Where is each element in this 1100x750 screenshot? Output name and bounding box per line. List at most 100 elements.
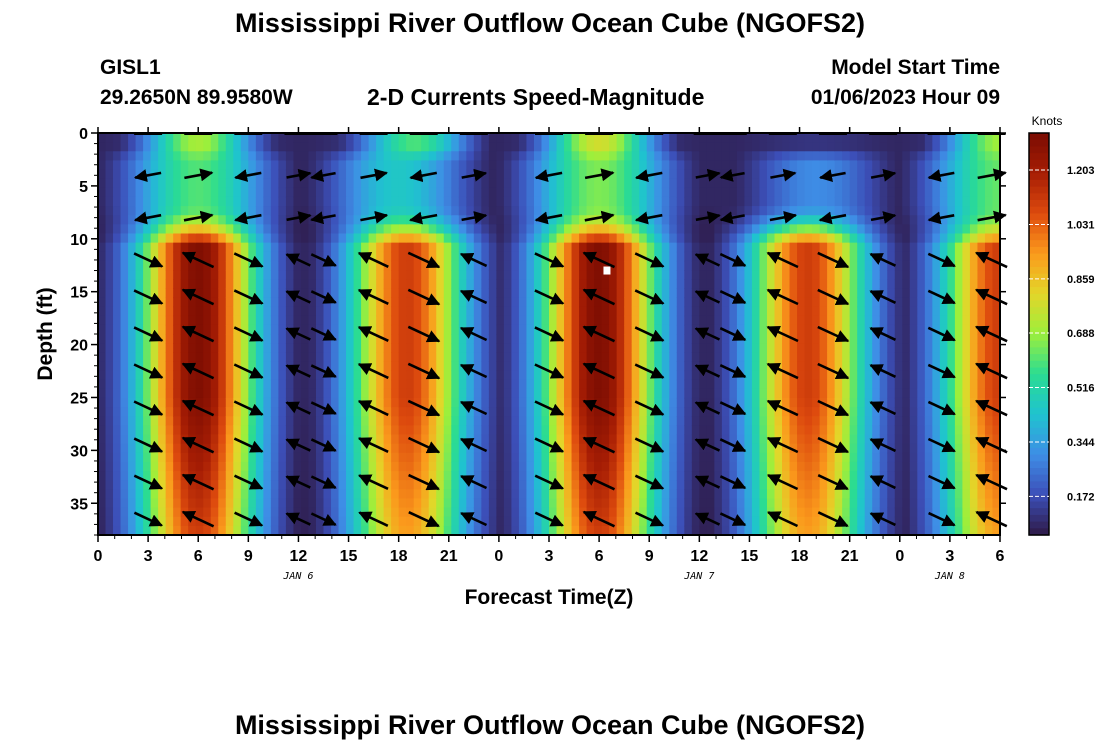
heat-cell xyxy=(466,160,475,171)
heat-cell xyxy=(872,352,881,363)
heat-cell xyxy=(173,224,182,235)
heat-cell xyxy=(278,370,287,381)
heat-cell xyxy=(361,416,370,426)
heat-cell xyxy=(240,224,249,235)
heat-cell xyxy=(488,224,497,235)
heat-cell xyxy=(518,142,528,152)
heat-cell xyxy=(729,352,738,363)
heat-cell xyxy=(421,251,430,262)
heat-cell xyxy=(376,416,385,426)
heat-cell xyxy=(819,260,828,271)
heat-cell xyxy=(406,388,415,399)
heat-cell xyxy=(293,160,302,171)
heat-cell xyxy=(804,516,813,527)
heat-cell xyxy=(98,306,107,317)
heat-cell xyxy=(669,407,678,417)
heat-cell xyxy=(639,516,648,527)
heat-cell xyxy=(421,361,430,372)
heat-cell xyxy=(346,206,355,216)
heat-cell xyxy=(225,434,234,445)
heat-cell xyxy=(789,242,798,253)
heat-cell xyxy=(458,196,467,207)
heat-cell xyxy=(240,315,249,326)
heat-cell xyxy=(210,334,219,344)
heat-cell xyxy=(331,251,340,262)
heat-cell xyxy=(263,489,272,500)
heat-cell xyxy=(917,343,926,353)
heat-cell xyxy=(932,133,941,143)
heat-cell xyxy=(128,452,137,463)
heat-cell xyxy=(526,379,535,390)
heat-cell xyxy=(691,461,700,472)
heat-cell xyxy=(458,187,467,198)
heat-cell xyxy=(616,498,625,509)
heat-cell xyxy=(789,416,798,426)
heat-cell xyxy=(135,178,144,189)
heat-cell xyxy=(255,471,264,481)
heat-cell xyxy=(105,516,114,527)
heat-cell xyxy=(368,242,377,253)
heat-cell xyxy=(564,434,573,445)
heat-cell xyxy=(744,370,753,381)
heat-cell xyxy=(834,361,843,372)
heat-cell xyxy=(706,187,715,198)
heat-cell xyxy=(323,206,332,216)
heat-cell xyxy=(601,196,610,207)
heat-cell xyxy=(406,443,415,454)
heat-cell xyxy=(639,416,648,426)
heat-cell xyxy=(180,370,189,381)
heat-cell xyxy=(834,379,843,390)
heat-cell xyxy=(924,224,933,235)
heat-cell xyxy=(699,334,708,344)
heat-cell xyxy=(218,461,227,472)
heat-cell xyxy=(233,525,242,536)
heat-cell xyxy=(218,242,227,253)
heat-cell xyxy=(225,370,234,381)
heat-cell xyxy=(564,343,573,353)
heat-cell xyxy=(488,416,497,426)
heat-cell xyxy=(263,516,272,527)
heat-cell xyxy=(406,206,415,216)
heat-cell xyxy=(443,507,452,518)
heat-cell xyxy=(173,142,182,152)
heat-cell xyxy=(173,315,182,326)
heat-cell xyxy=(834,151,843,162)
heat-cell xyxy=(751,507,761,518)
heat-cell xyxy=(917,288,926,299)
heat-cell xyxy=(879,196,888,207)
heat-cell xyxy=(849,525,858,536)
heat-cell xyxy=(398,361,407,372)
heat-cell xyxy=(443,334,452,344)
heat-cell xyxy=(789,224,798,235)
heat-cell xyxy=(849,516,858,527)
heat-cell xyxy=(571,416,580,426)
heat-cell xyxy=(285,489,295,500)
heat-cell xyxy=(263,233,272,244)
heat-cell xyxy=(699,461,708,472)
heat-cell xyxy=(782,142,791,152)
heat-cell xyxy=(834,471,843,481)
heat-cell xyxy=(902,343,911,353)
heat-cell xyxy=(864,169,873,180)
heat-cell xyxy=(263,187,272,198)
heat-cell xyxy=(346,178,355,189)
heat-cell xyxy=(338,461,347,472)
heat-cell xyxy=(150,425,159,436)
heat-cell xyxy=(631,233,640,244)
heat-cell xyxy=(827,498,836,509)
heat-cell xyxy=(782,407,791,417)
heat-cell xyxy=(488,297,497,308)
heat-cell xyxy=(812,397,821,408)
heat-cell xyxy=(451,379,460,390)
heat-cell xyxy=(917,151,926,162)
heat-cell xyxy=(736,242,746,253)
heat-cell xyxy=(443,516,452,527)
heat-cell xyxy=(894,370,903,381)
heat-cell xyxy=(744,397,753,408)
heat-cell xyxy=(315,361,325,372)
heat-cell xyxy=(669,343,678,353)
heat-cell xyxy=(759,416,768,426)
heat-cell xyxy=(436,270,445,280)
heat-cell xyxy=(714,452,723,463)
heat-cell xyxy=(774,160,783,171)
